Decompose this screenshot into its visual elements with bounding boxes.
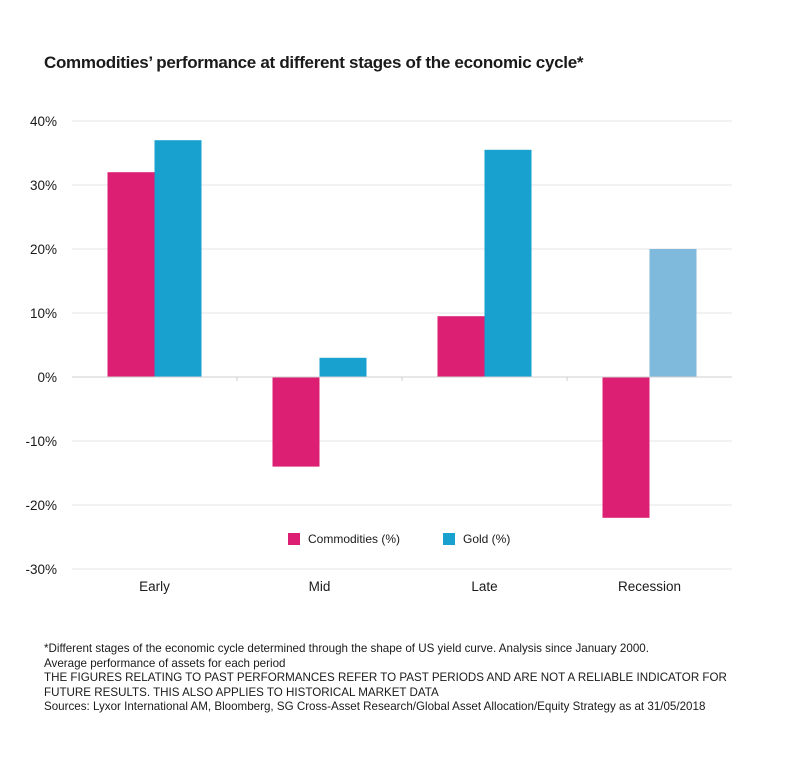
x-tick-label: Mid: [309, 579, 331, 594]
footnotes: *Different stages of the economic cycle …: [44, 642, 784, 715]
bar-gold-early: [154, 140, 202, 377]
bars: [107, 140, 697, 518]
footnote-line: FUTURE RESULTS. THIS ALSO APPLIES TO HIS…: [44, 685, 439, 699]
footnote-line: *Different stages of the economic cycle …: [44, 642, 649, 655]
bar-gold-late: [484, 149, 532, 377]
y-axis: 40% 30% 20% 10% 0% -10% -20% -30%: [25, 114, 57, 577]
chart-title: Commodities’ performance at different st…: [44, 53, 584, 72]
legend-swatch: [288, 533, 300, 545]
footnote-line: Average performance of assets for each p…: [44, 656, 286, 670]
x-tick-label: Early: [139, 579, 170, 594]
x-tick-label: Recession: [618, 579, 681, 594]
bar-commodities-recession: [602, 377, 650, 518]
legend-label: Gold (%): [463, 532, 510, 546]
footnote-line: Sources: Lyxor International AM, Bloombe…: [44, 700, 706, 714]
y-tick-label: 0%: [37, 370, 57, 385]
x-tick-label: Late: [471, 579, 497, 594]
bar-commodities-mid: [272, 377, 320, 467]
legend: Commodities (%) Gold (%): [288, 532, 510, 546]
legend-label: Commodities (%): [308, 532, 400, 546]
bar-gold-mid: [319, 357, 367, 377]
bar-commodities-late: [437, 316, 485, 377]
footnote-line: THE FIGURES RELATING TO PAST PERFORMANCE…: [44, 671, 727, 685]
y-tick-label: 40%: [30, 114, 57, 129]
y-tick-label: -10%: [25, 434, 57, 449]
y-tick-label: 30%: [30, 178, 57, 193]
y-tick-label: 10%: [30, 306, 57, 321]
y-tick-label: -30%: [25, 562, 57, 577]
y-tick-label: 20%: [30, 242, 57, 257]
x-axis: Early Mid Late Recession: [72, 376, 732, 594]
bar-chart: 40% 30% 20% 10% 0% -10% -20% -30% Early Mid Late R…: [25, 114, 732, 594]
legend-swatch: [443, 533, 455, 545]
y-tick-label: -20%: [25, 498, 57, 513]
bar-commodities-early: [107, 172, 155, 377]
bar-gold-recession: [649, 249, 697, 377]
